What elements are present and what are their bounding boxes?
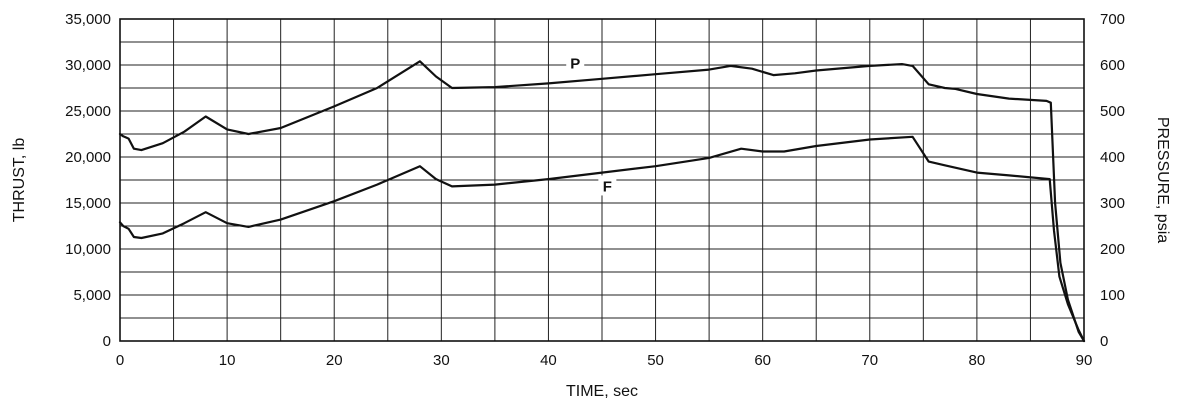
y-right-tick-label: 200 [1100,241,1125,258]
y-left-tick-label: 25,000 [65,103,111,120]
y-left-tick-label: 0 [103,333,111,350]
y-right-tick-label: 100 [1100,287,1125,304]
y-axis-right-title: PRESSURE, psia [1154,117,1171,243]
data-curves [118,60,1086,343]
y-right-tick-label: 600 [1100,57,1125,74]
y-left-tick-label: 5,000 [73,287,111,304]
y-left-tick-label: 15,000 [65,195,111,212]
x-axis-ticks: 0 10 20 30 40 50 60 70 80 90 [116,352,1093,369]
x-tick-label: 20 [326,352,343,369]
y-axis-left-title: THRUST, lb [11,138,28,223]
y-left-tick-label: 20,000 [65,149,111,166]
plot-frame [119,18,1085,342]
series-line-p [118,60,1086,343]
y-right-tick-label: 500 [1100,103,1125,120]
x-tick-label: 90 [1076,352,1093,369]
x-tick-label: 50 [647,352,664,369]
x-tick-label: 10 [219,352,236,369]
y-left-tick-label: 10,000 [65,241,111,258]
y-axis-right-ticks: 0 100 200 300 400 500 600 700 [1100,11,1125,350]
x-tick-label: 0 [116,352,124,369]
series-label-backdrop [566,52,585,73]
x-tick-label: 40 [540,352,557,369]
series-annotations: PF [566,52,617,196]
y-right-tick-label: 700 [1100,11,1125,28]
y-axis-left-ticks: 0 5,000 10,000 15,000 20,000 25,000 30,000 35,0… [65,11,111,350]
x-tick-label: 70 [861,352,878,369]
x-tick-label: 80 [969,352,986,369]
y-right-tick-label: 0 [1100,333,1108,350]
series-label-f: F [603,178,612,195]
x-tick-label: 60 [754,352,771,369]
x-tick-label: 30 [433,352,450,369]
series-label-backdrop [598,175,617,196]
y-left-tick-label: 30,000 [65,57,111,74]
y-right-tick-label: 300 [1100,195,1125,212]
series-label-p: P [570,56,580,73]
x-axis-title: TIME, sec [566,383,638,400]
series-line-f [118,135,1086,343]
y-left-tick-label: 35,000 [65,11,111,28]
y-right-tick-label: 400 [1100,149,1125,166]
